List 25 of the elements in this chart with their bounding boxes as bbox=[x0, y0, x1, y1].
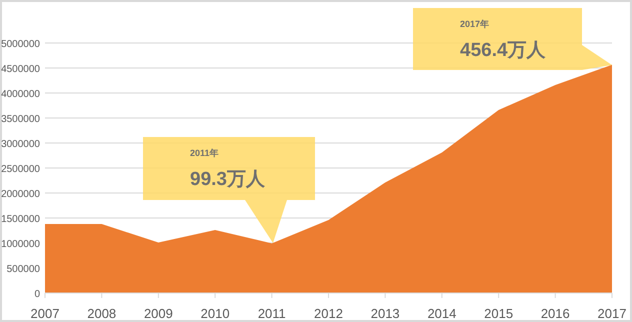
y-tick-label: 3500000 bbox=[1, 114, 40, 125]
x-tick-label: 2010 bbox=[200, 306, 230, 321]
y-tick-label: 2500000 bbox=[1, 164, 40, 175]
x-tick-label: 2007 bbox=[30, 306, 60, 321]
y-tick-label: 1000000 bbox=[1, 239, 40, 250]
annotation: 2011年 bbox=[190, 148, 219, 158]
y-tick-label: 0 bbox=[34, 289, 40, 300]
x-tick-label: 2009 bbox=[144, 306, 173, 321]
x-tick-label: 2017 bbox=[598, 306, 626, 321]
x-tick-label: 2013 bbox=[370, 306, 400, 321]
x-tick-label: 2016 bbox=[540, 306, 570, 321]
y-tick-label: 3000000 bbox=[1, 139, 40, 150]
annotation: 99.3万人 bbox=[190, 169, 266, 190]
y-tick-label: 4500000 bbox=[1, 64, 40, 75]
y-tick-label: 4000000 bbox=[1, 89, 40, 100]
x-tick-label: 2008 bbox=[87, 306, 116, 321]
y-tick-label: 2000000 bbox=[1, 189, 40, 200]
annotation: 456.4万人 bbox=[460, 40, 547, 61]
x-tick-label: 2015 bbox=[484, 306, 514, 321]
x-tick-label: 2011 bbox=[258, 306, 286, 321]
y-tick-label: 500000 bbox=[6, 264, 40, 275]
y-tick-label: 1500000 bbox=[1, 214, 40, 225]
x-tick-label: 2012 bbox=[314, 306, 343, 321]
y-tick-label: 5000000 bbox=[1, 39, 40, 50]
x-tick-label: 2014 bbox=[427, 306, 456, 321]
